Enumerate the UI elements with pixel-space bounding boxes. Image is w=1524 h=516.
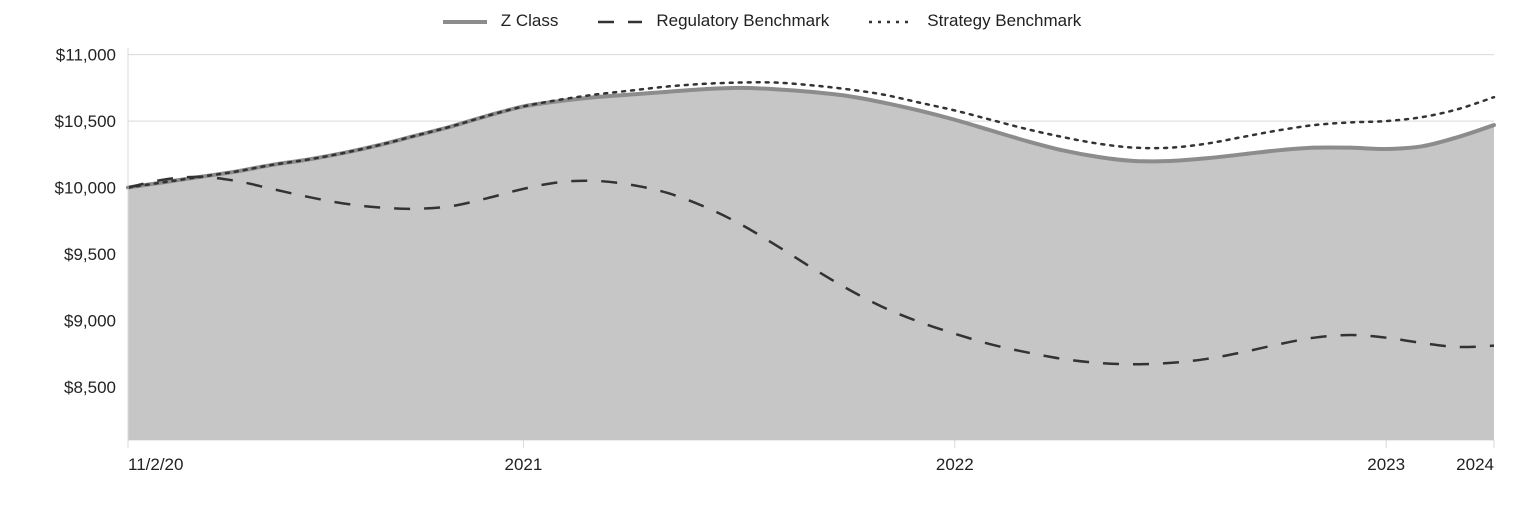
legend-item-regulatory: Regulatory Benchmark: [598, 11, 829, 31]
svg-text:$10,000: $10,000: [55, 179, 116, 198]
legend-swatch-dashed: [598, 19, 642, 23]
legend-label: Strategy Benchmark: [927, 11, 1081, 31]
legend-label: Regulatory Benchmark: [656, 11, 829, 31]
svg-text:2023: 2023: [1367, 455, 1405, 474]
legend-label: Z Class: [501, 11, 559, 31]
performance-chart: { "chart": { "type": "line-area", "width…: [0, 0, 1524, 516]
legend-swatch-solid: [443, 19, 487, 23]
legend-swatch-dotted: [869, 19, 913, 23]
svg-text:$10,500: $10,500: [55, 112, 116, 131]
svg-text:$11,000: $11,000: [56, 46, 116, 65]
z-class-area: [128, 88, 1494, 440]
legend-item-strategy: Strategy Benchmark: [869, 11, 1081, 31]
legend-item-z-class: Z Class: [443, 11, 559, 31]
svg-text:11/2/20: 11/2/20: [128, 455, 183, 474]
svg-text:$9,500: $9,500: [64, 245, 116, 264]
svg-text:$9,000: $9,000: [64, 311, 116, 330]
svg-text:2024: 2024: [1456, 455, 1494, 474]
svg-text:2022: 2022: [936, 455, 974, 474]
chart-legend: Z Class Regulatory Benchmark Strategy Be…: [0, 6, 1524, 36]
svg-text:$8,500: $8,500: [64, 378, 116, 397]
svg-text:2021: 2021: [505, 455, 543, 474]
chart-svg: $8,500 $9,000 $9,500 $10,000 $10,500 $11,000 1…: [0, 0, 1524, 516]
